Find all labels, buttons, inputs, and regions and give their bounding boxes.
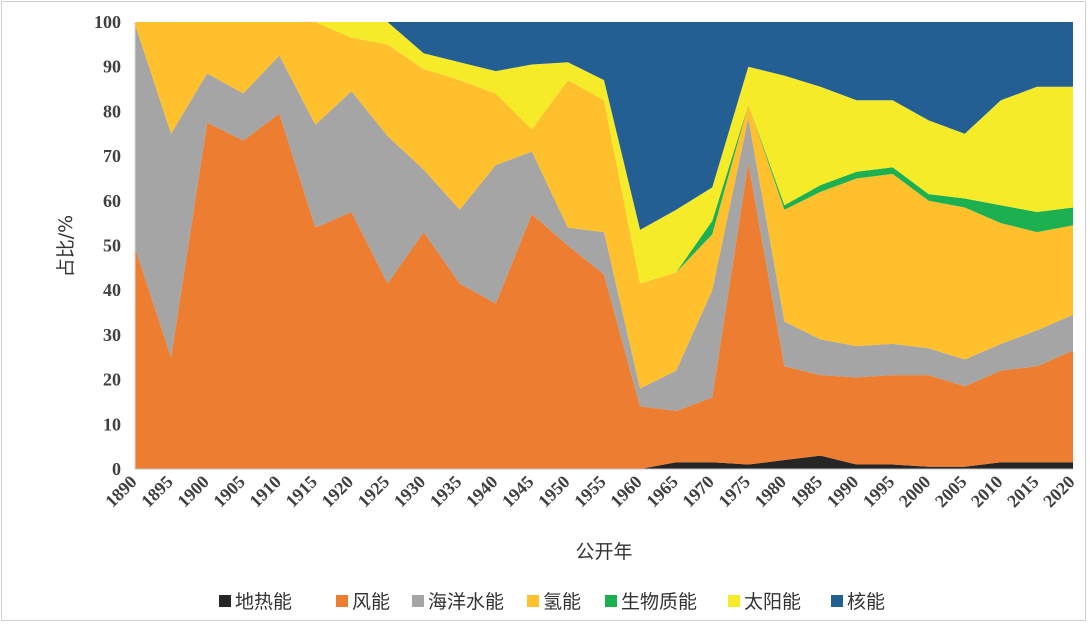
y-tick-labels: 0 10 20 30 40 50 60 70 80 90 100 (94, 12, 121, 479)
x-tick-label-1920: 1920 (318, 472, 358, 512)
x-tick-label-1950: 1950 (534, 472, 574, 512)
x-tick-label-2020: 2020 (1039, 472, 1079, 512)
legend-label-3: 海洋水能 (428, 591, 504, 613)
x-tick-label-1970: 1970 (678, 472, 718, 512)
legend-label-7: 核能 (847, 591, 885, 613)
y-tick-label-60: 60 (103, 191, 121, 211)
x-tick-label-1985: 1985 (787, 472, 827, 512)
area-series-7 (135, 22, 1073, 230)
legend-swatch-6 (728, 595, 740, 607)
legend-item-3: 海洋水能 (412, 591, 504, 613)
y-tick-label-0: 0 (112, 459, 121, 479)
area-series-group (135, 22, 1073, 469)
x-tick-label-1990: 1990 (823, 472, 863, 512)
legend-swatch-2 (336, 595, 348, 607)
y-tick-label-20: 20 (103, 370, 121, 390)
legend-label-5: 生物质能 (621, 591, 697, 613)
legend-label-6: 太阳能 (744, 591, 801, 613)
legend-item-4: 氢能 (527, 591, 581, 613)
x-tick-label-1930: 1930 (390, 472, 430, 512)
area-series-3 (135, 24, 1073, 411)
x-tick-label-1915: 1915 (282, 472, 322, 512)
legend-item-7: 核能 (831, 591, 885, 613)
x-tick-labels: 1890189519001905191019151920192519301935… (101, 472, 1079, 512)
y-tick-label-10: 10 (103, 414, 121, 434)
x-tick-label-1905: 1905 (209, 472, 249, 512)
legend-swatch-1 (219, 595, 231, 607)
y-tick-label-80: 80 (103, 101, 121, 121)
x-tick-label-2000: 2000 (895, 472, 935, 512)
x-axis-title: 公开年 (575, 541, 632, 563)
legend-item-6: 太阳能 (728, 591, 801, 613)
legend-label-1: 地热能 (235, 591, 292, 613)
x-tick-label-2005: 2005 (931, 472, 971, 512)
legend-item-1: 地热能 (219, 591, 292, 613)
x-tick-label-1965: 1965 (642, 472, 682, 512)
legend: 地热能 风能 海洋水能 氢能 生物质能 太阳能 核能 (219, 591, 885, 613)
x-tick-label-1945: 1945 (498, 472, 538, 512)
x-tick-label-1980: 1980 (751, 472, 791, 512)
x-tick-label-2010: 2010 (967, 472, 1007, 512)
x-tick-label-1995: 1995 (859, 472, 899, 512)
x-tick-label-1895: 1895 (137, 472, 177, 512)
y-tick-label-70: 70 (103, 146, 121, 166)
x-tick-label-1910: 1910 (245, 472, 285, 512)
y-axis-title: 占比/% (55, 215, 77, 277)
y-tick-label-40: 40 (103, 280, 121, 300)
area-series-2 (135, 113, 1073, 469)
legend-label-2: 风能 (352, 591, 390, 613)
x-tick-label-1960: 1960 (606, 472, 646, 512)
legend-swatch-7 (831, 595, 843, 607)
y-tick-label-90: 90 (103, 57, 121, 77)
x-tick-label-1890: 1890 (101, 472, 141, 512)
legend-label-4: 氢能 (543, 591, 581, 613)
legend-swatch-3 (412, 595, 424, 607)
y-tick-label-100: 100 (94, 12, 121, 32)
x-tick-label-1900: 1900 (173, 472, 213, 512)
legend-swatch-5 (605, 595, 617, 607)
x-tick-label-2015: 2015 (1003, 472, 1043, 512)
x-tick-label-1925: 1925 (354, 472, 394, 512)
x-tick-label-1955: 1955 (570, 472, 610, 512)
x-tick-label-1940: 1940 (462, 472, 502, 512)
legend-item-5: 生物质能 (605, 591, 697, 613)
legend-item-2: 风能 (336, 591, 390, 613)
y-tick-label-50: 50 (103, 236, 121, 256)
x-tick-label-1975: 1975 (714, 472, 754, 512)
axes-group (134, 22, 1073, 470)
area-series-4 (135, 22, 1073, 389)
area-series-1 (135, 455, 1073, 469)
area-series-6 (135, 22, 1073, 284)
legend-swatch-4 (527, 595, 539, 607)
x-tick-label-1935: 1935 (426, 472, 466, 512)
y-tick-label-30: 30 (103, 325, 121, 345)
